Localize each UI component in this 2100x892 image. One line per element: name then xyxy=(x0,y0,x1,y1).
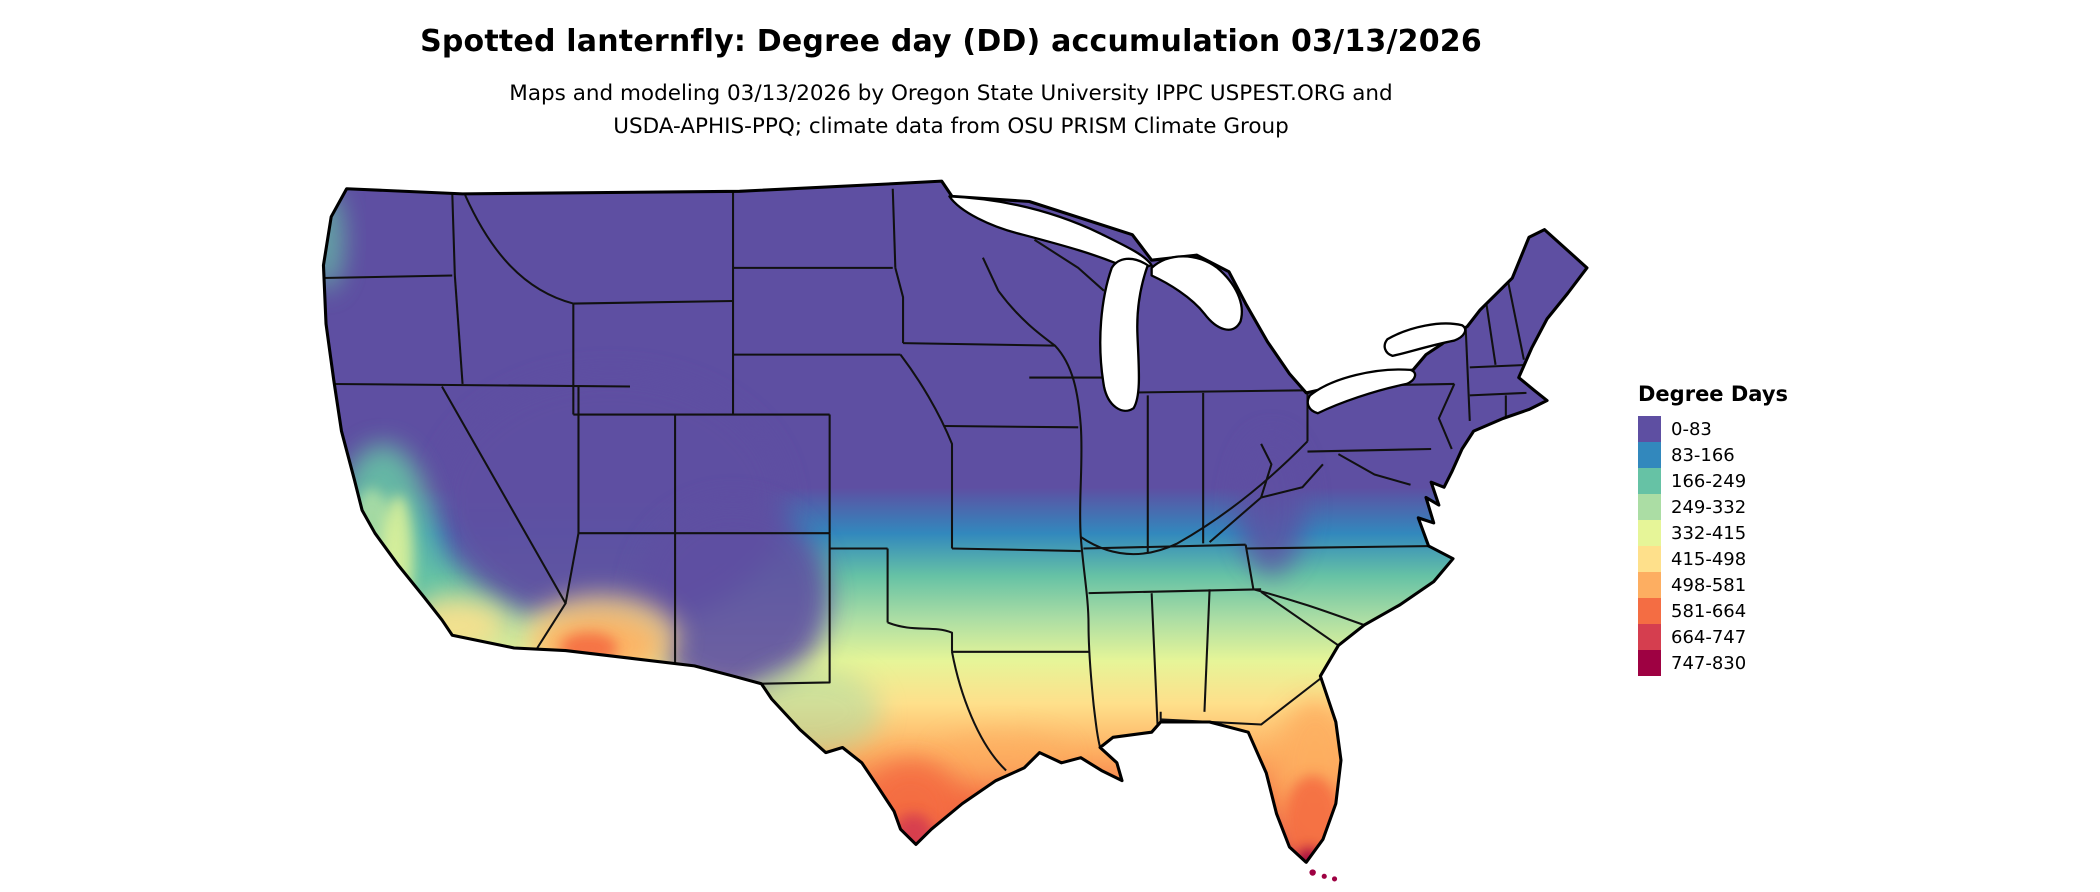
legend-label: 664-747 xyxy=(1671,626,1747,648)
great-lakes xyxy=(948,195,1467,415)
legend-item: 332-415 xyxy=(1638,520,1788,546)
page-title: Spotted lanternfly: Degree day (DD) accu… xyxy=(420,24,1482,59)
us-degree-day-map xyxy=(308,176,1596,884)
legend-item: 415-498 xyxy=(1638,546,1788,572)
legend-item: 0-83 xyxy=(1638,416,1788,442)
legend-swatch xyxy=(1638,494,1661,520)
legend-item: 581-664 xyxy=(1638,598,1788,624)
legend-swatch xyxy=(1638,546,1661,572)
legend-swatch xyxy=(1638,442,1661,468)
header: Spotted lanternfly: Degree day (DD) accu… xyxy=(0,24,1902,144)
legend-swatch xyxy=(1638,624,1661,650)
legend-item: 498-581 xyxy=(1638,572,1788,598)
legend-label: 83-166 xyxy=(1671,444,1735,466)
us-outline xyxy=(321,179,1589,864)
legend-item: 747-830 xyxy=(1638,650,1788,676)
legend: Degree Days 0-83 83-166 166-249 249-332 332-… xyxy=(1638,382,1788,676)
legend-swatch xyxy=(1638,416,1661,442)
legend-item: 664-747 xyxy=(1638,624,1788,650)
legend-swatch xyxy=(1638,520,1661,546)
legend-label: 498-581 xyxy=(1671,574,1747,596)
lake-michigan xyxy=(1099,257,1149,412)
lake-huron xyxy=(1150,255,1243,331)
legend-label: 166-249 xyxy=(1671,470,1747,492)
subtitle-line-2: USDA-APHIS-PPQ; climate data from OSU PR… xyxy=(613,114,1289,140)
legend-swatch xyxy=(1638,650,1661,676)
legend-label: 0-83 xyxy=(1671,418,1712,440)
legend-label: 747-830 xyxy=(1671,652,1747,674)
legend-item: 249-332 xyxy=(1638,494,1788,520)
legend-title: Degree Days xyxy=(1638,382,1789,406)
legend-item: 83-166 xyxy=(1638,442,1788,468)
legend-items: 0-83 83-166 166-249 249-332 332-415 415-498 49… xyxy=(1638,416,1788,676)
legend-label: 332-415 xyxy=(1671,522,1747,544)
legend-item: 166-249 xyxy=(1638,468,1788,494)
map-svg xyxy=(321,179,1589,882)
subtitle-line-1: Maps and modeling 03/13/2026 by Oregon S… xyxy=(509,81,1393,106)
state-borders xyxy=(323,188,1530,772)
legend-swatch xyxy=(1638,572,1661,598)
lake-ontario xyxy=(1383,322,1467,358)
legend-label: 581-664 xyxy=(1671,600,1747,622)
legend-label: 415-498 xyxy=(1671,548,1747,570)
lake-erie xyxy=(1306,368,1417,415)
florida-keys xyxy=(1309,869,1338,882)
page-subtitle: Maps and modeling 03/13/2026 by Oregon S… xyxy=(0,77,1902,144)
legend-swatch xyxy=(1638,598,1661,624)
legend-swatch xyxy=(1638,468,1661,494)
legend-label: 249-332 xyxy=(1671,496,1747,518)
